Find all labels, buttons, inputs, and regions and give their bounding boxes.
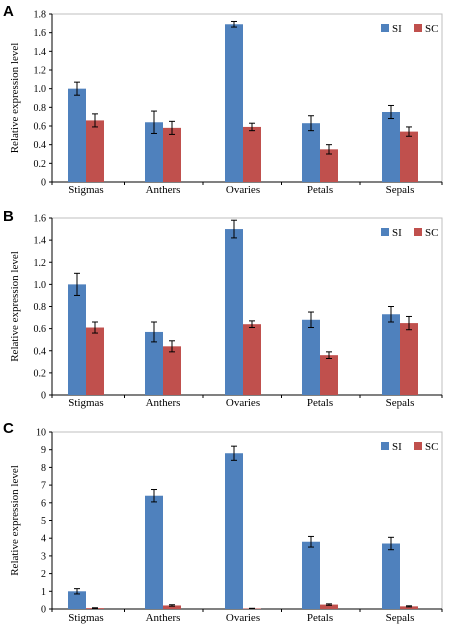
chart-b-bar-sc: [86, 327, 104, 395]
chart-a-legend-label-sc: SC: [425, 23, 438, 35]
chart-c-category-label: Sepals: [386, 612, 415, 624]
chart-b-bar-si: [225, 229, 243, 395]
chart-b-y-tick-label: 1.0: [34, 280, 47, 291]
chart-b-y-tick-label: 1.4: [34, 236, 47, 247]
chart-a-y-tick-label: 0.4: [34, 140, 47, 151]
chart-a-bar-sc: [163, 127, 181, 182]
chart-a-bar-si: [145, 122, 163, 182]
chart-b-bar-sc: [320, 355, 338, 395]
chart-a-bar-si: [68, 88, 86, 182]
chart-c-y-tick-label: 8: [41, 463, 46, 474]
chart-b-bar-si: [145, 331, 163, 395]
chart-c-bar-si: [68, 591, 86, 609]
chart-c-bar-si: [302, 541, 320, 609]
chart-c-category-label: Ovaries: [226, 612, 260, 624]
chart-a-y-tick-label: 0.2: [34, 159, 47, 170]
chart-c-y-tick-label: 4: [41, 534, 46, 545]
chart-b-category-label: Sepals: [386, 397, 415, 409]
chart-b-y-tick-label: 0.2: [34, 368, 47, 379]
chart-b-legend-swatch-si: [381, 228, 389, 236]
chart-c-y-axis-label: Relative expression level: [9, 465, 21, 576]
chart-a-category-label: Anthers: [146, 184, 181, 196]
chart-b-category-label: Petals: [307, 397, 333, 409]
chart-c-bar-si: [225, 453, 243, 609]
chart-a-legend-swatch-sc: [414, 24, 422, 32]
chart-a-y-tick-label: 0.6: [34, 122, 47, 133]
chart-a-legend-label-si: SI: [392, 23, 402, 35]
chart-c-y-tick-label: 1: [41, 587, 46, 598]
chart-c-category-label: Anthers: [146, 612, 181, 624]
chart-c-y-tick-label: 3: [41, 551, 46, 562]
chart-b-legend-label-si: SI: [392, 227, 402, 239]
chart-b-bar-sc: [163, 346, 181, 395]
chart-a-category-label: Stigmas: [68, 184, 103, 196]
chart-a-bar-sc: [86, 120, 104, 182]
chart-a-y-tick-label: 1.0: [34, 84, 47, 95]
chart-c-y-tick-label: 10: [36, 428, 46, 439]
chart-c-legend-swatch-si: [381, 442, 389, 450]
chart-a-bar-sc: [320, 149, 338, 182]
chart-b-y-tick-label: 0.8: [34, 302, 47, 313]
chart-b-bar-si: [302, 319, 320, 395]
chart-b-bar-sc: [243, 324, 261, 395]
chart-b-bar-sc: [400, 323, 418, 395]
chart-a-bar-sc: [243, 126, 261, 182]
chart-c-y-tick-label: 5: [41, 516, 46, 527]
chart-c-y-tick-label: 6: [41, 498, 46, 509]
chart-b-y-tick-label: 1.2: [34, 258, 47, 269]
chart-a-bar-si: [225, 24, 243, 183]
chart-b-category-label: Ovaries: [226, 397, 260, 409]
chart-b-y-tick-label: 0.4: [34, 346, 47, 357]
chart-c-y-tick-label: 7: [41, 481, 46, 492]
chart-a-bar-sc: [400, 131, 418, 182]
chart-b-y-tick-label: 1.6: [34, 214, 47, 225]
chart-a-y-tick-label: 1.8: [34, 10, 47, 21]
chart-c-legend-label-sc: SC: [425, 441, 438, 453]
chart-b-y-tick-label: 0.6: [34, 324, 47, 335]
chart-a-category-label: Ovaries: [226, 184, 260, 196]
chart-a-y-tick-label: 0.8: [34, 103, 47, 114]
chart-b-category-label: Stigmas: [68, 397, 103, 409]
chart-c-y-tick-label: 0: [41, 605, 46, 616]
chart-a-y-tick-label: 0: [41, 178, 46, 189]
chart-b-panel-letter: B: [3, 208, 14, 225]
chart-c-bar-sc: [400, 606, 418, 609]
chart-b-legend-swatch-sc: [414, 228, 422, 236]
chart-b-category-label: Anthers: [146, 397, 181, 409]
chart-a-y-tick-label: 1.4: [34, 47, 47, 58]
chart-a-bar-si: [302, 123, 320, 182]
chart-c-category-label: Stigmas: [68, 612, 103, 624]
chart-b-bar-si: [68, 284, 86, 395]
chart-c-panel-letter: C: [3, 420, 14, 437]
chart-a-bar-si: [382, 112, 400, 182]
chart-a-panel-letter: A: [3, 3, 14, 20]
chart-c-bar-sc: [163, 605, 181, 609]
chart-c-legend-swatch-sc: [414, 442, 422, 450]
chart-b-bar-si: [382, 314, 400, 395]
chart-c-bar-si: [145, 495, 163, 609]
chart-c-category-label: Petals: [307, 612, 333, 624]
chart-c-bar-sc: [320, 604, 338, 609]
chart-a-y-tick-label: 1.2: [34, 66, 47, 77]
chart-a-category-label: Sepals: [386, 184, 415, 196]
chart-a-legend-swatch-si: [381, 24, 389, 32]
chart-c-bar-si: [382, 543, 400, 609]
chart-b-legend-label-sc: SC: [425, 227, 438, 239]
chart-c-y-tick-label: 9: [41, 445, 46, 456]
chart-a-y-axis-label: Relative expression level: [9, 43, 21, 154]
chart-c-y-tick-label: 2: [41, 569, 46, 580]
chart-c-legend-label-si: SI: [392, 441, 402, 453]
chart-a-category-label: Petals: [307, 184, 333, 196]
chart-a-y-tick-label: 1.6: [34, 28, 47, 39]
chart-b-y-axis-label: Relative expression level: [9, 251, 21, 362]
chart-b-y-tick-label: 0: [41, 391, 46, 402]
